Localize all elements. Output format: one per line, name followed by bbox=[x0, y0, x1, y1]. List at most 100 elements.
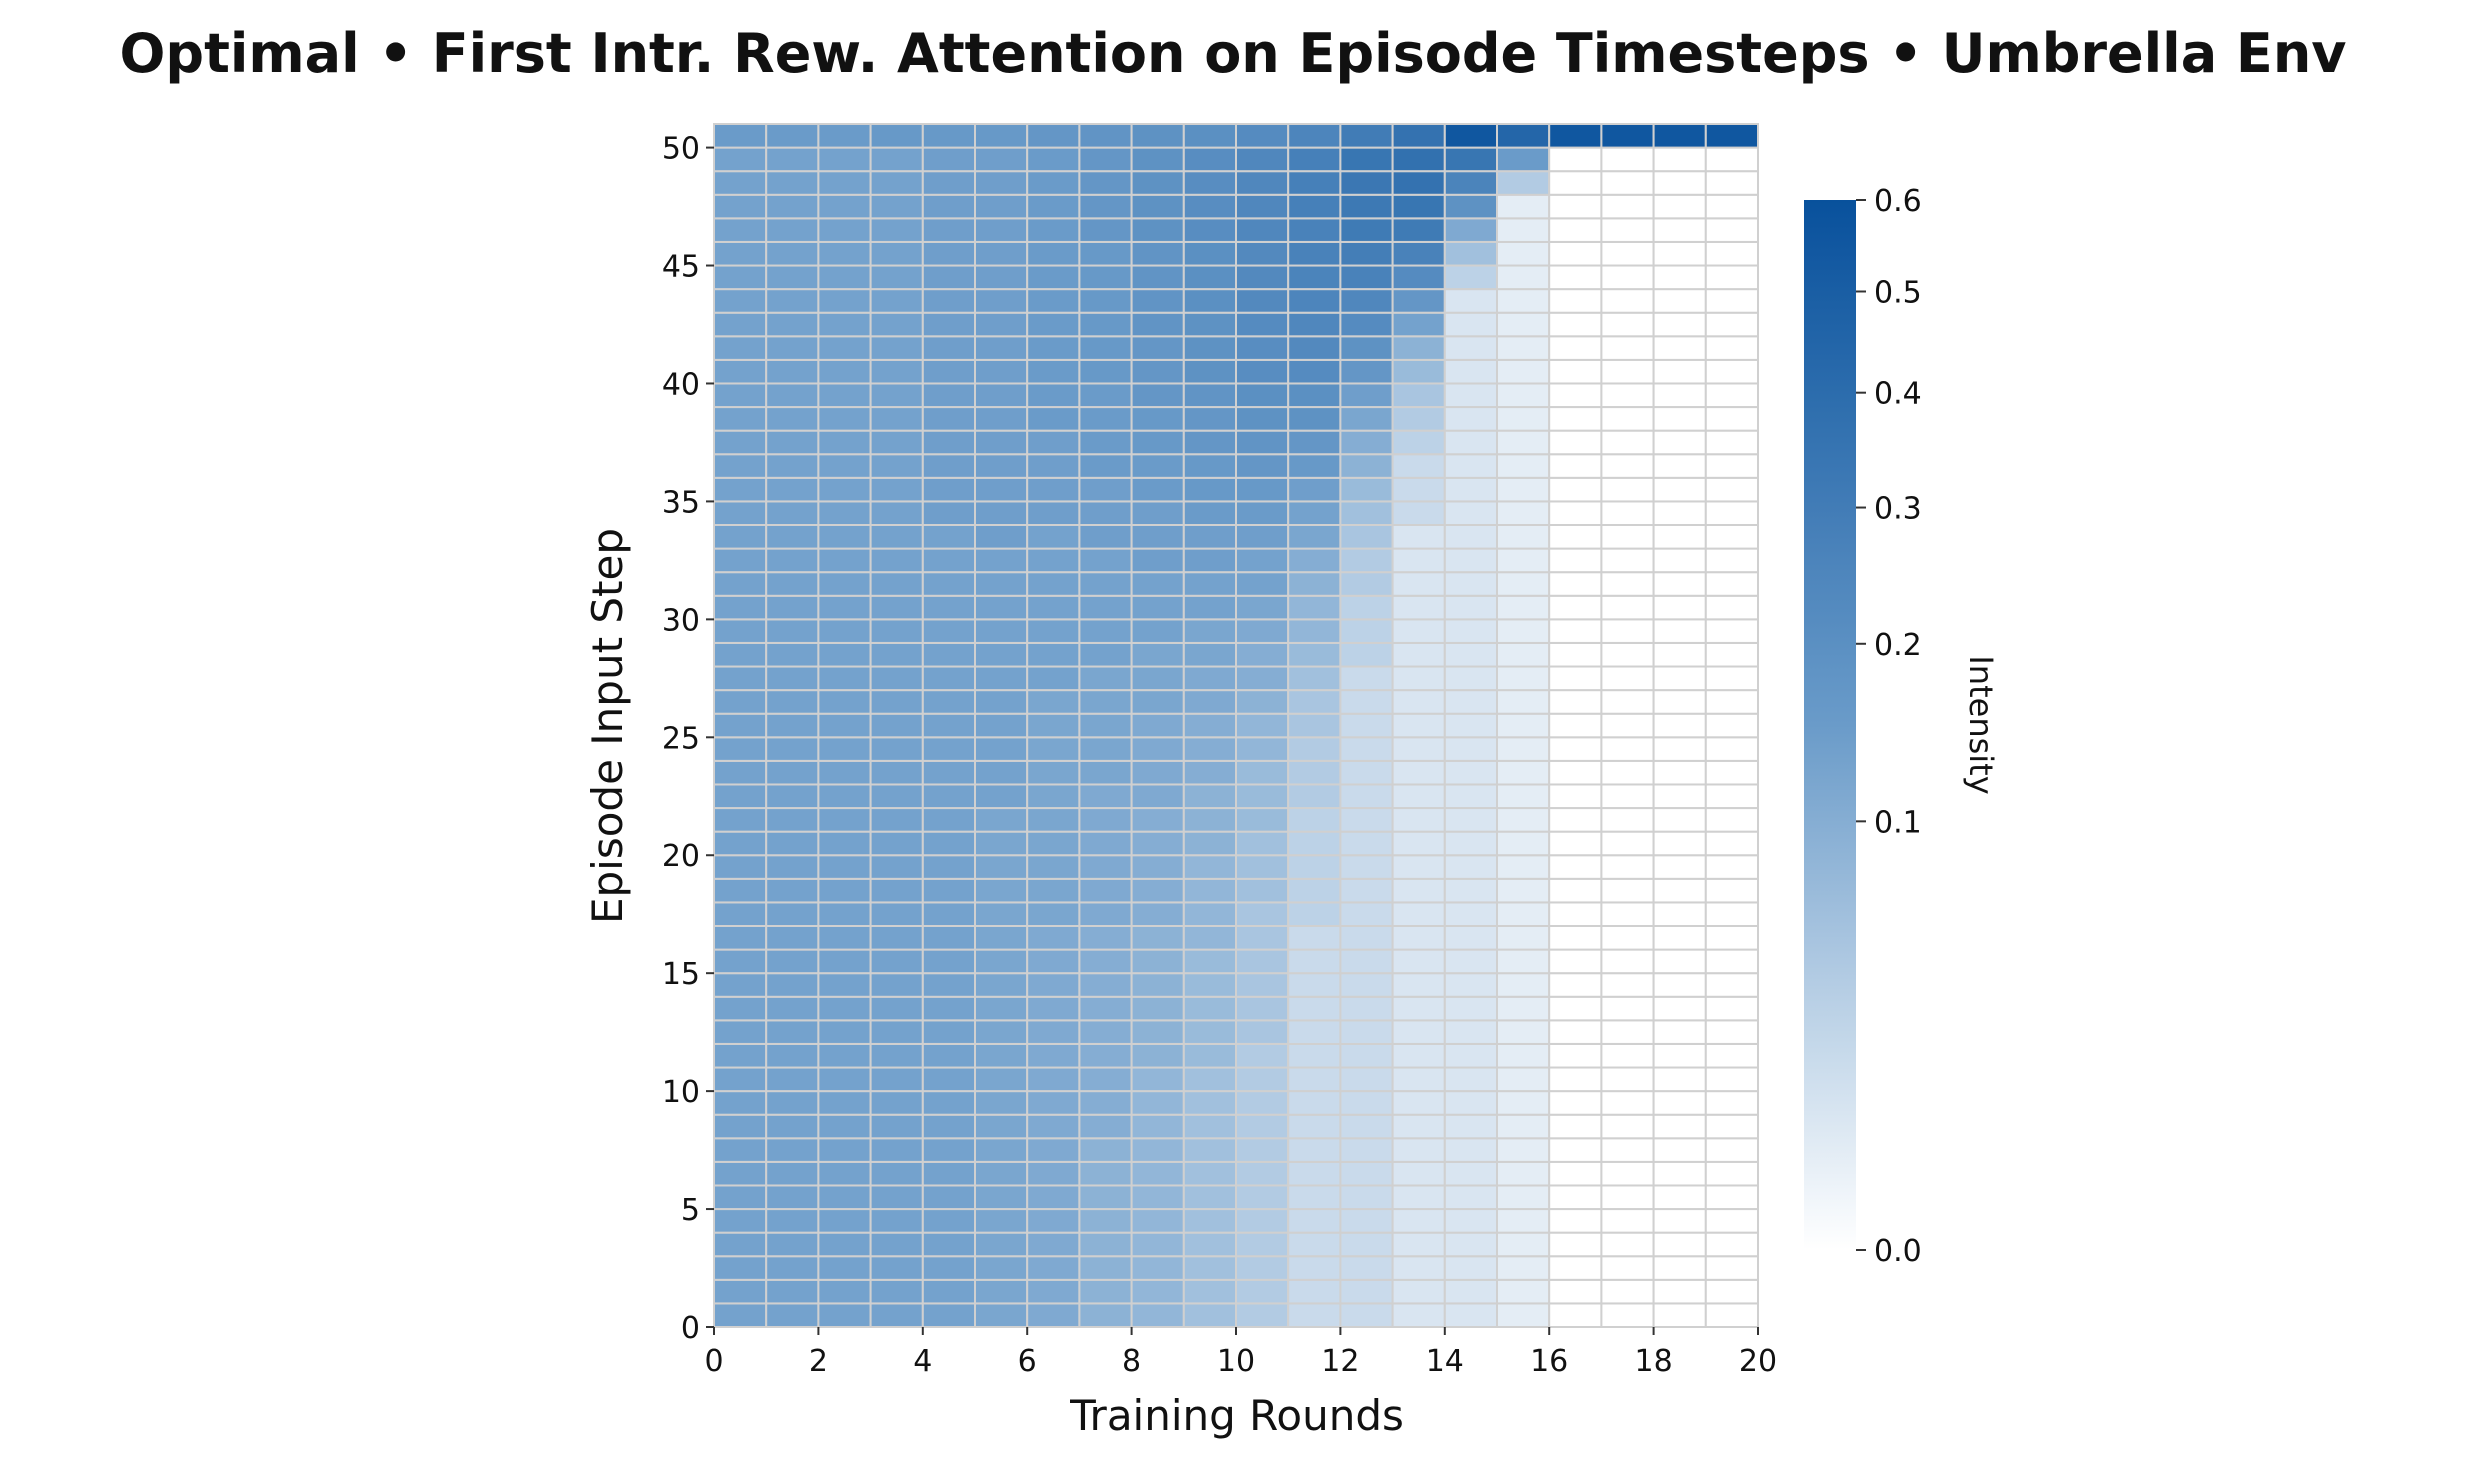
heatmap-cell bbox=[1496, 807, 1551, 833]
y-tick-label: 50 bbox=[662, 132, 700, 167]
heatmap-cell bbox=[1704, 524, 1760, 550]
heatmap-cell bbox=[1548, 1160, 1603, 1187]
heatmap-cell bbox=[1443, 1208, 1499, 1234]
heatmap-cell bbox=[1078, 854, 1133, 880]
heatmap-cell bbox=[1443, 500, 1499, 527]
heatmap-cell bbox=[1600, 665, 1655, 692]
heatmap-cell bbox=[1287, 170, 1342, 196]
heatmap-cell bbox=[1600, 925, 1655, 951]
heatmap-cell bbox=[713, 1042, 768, 1069]
heatmap-cell bbox=[1652, 547, 1707, 574]
heatmap-cell bbox=[713, 877, 768, 904]
heatmap-cell bbox=[1026, 1066, 1081, 1093]
heatmap-cell bbox=[1391, 618, 1446, 644]
heatmap-cell bbox=[1496, 1184, 1551, 1211]
y-axis-ticks: 0 5 10 15 20 25 30 35 40 45 50 bbox=[662, 132, 714, 1346]
heatmap-cell bbox=[1235, 170, 1290, 196]
heatmap-cell bbox=[1548, 736, 1603, 762]
heatmap-cell bbox=[1130, 1278, 1185, 1305]
heatmap-cell bbox=[817, 665, 872, 692]
heatmap-cell bbox=[1026, 665, 1081, 692]
heatmap-cell bbox=[817, 807, 872, 833]
heatmap-cell bbox=[1548, 854, 1603, 880]
heatmap-cell bbox=[1078, 453, 1133, 479]
heatmap-cell bbox=[1235, 358, 1290, 385]
heatmap-cell bbox=[1339, 1090, 1394, 1116]
heatmap-cell bbox=[1078, 240, 1133, 267]
heatmap-cell bbox=[765, 854, 820, 880]
heatmap-cell bbox=[1652, 1255, 1707, 1281]
heatmap-cell bbox=[1182, 1042, 1238, 1069]
heatmap-cell bbox=[765, 311, 820, 338]
heatmap-cell bbox=[1652, 854, 1707, 880]
heatmap-cell bbox=[1026, 594, 1081, 621]
heatmap-cell bbox=[1339, 335, 1394, 361]
heatmap-cell bbox=[713, 1208, 768, 1234]
heatmap-cell bbox=[974, 1066, 1029, 1093]
heatmap-cell bbox=[1235, 594, 1290, 621]
heatmap-cell bbox=[1652, 311, 1707, 338]
heatmap-cell bbox=[1287, 453, 1342, 479]
heatmap-cell bbox=[1600, 1160, 1655, 1187]
heatmap-cell bbox=[1600, 453, 1655, 479]
heatmap-cell bbox=[1391, 170, 1446, 196]
heatmap-cell bbox=[1078, 618, 1133, 644]
heatmap-cell bbox=[1235, 146, 1290, 173]
heatmap-cell bbox=[1026, 689, 1081, 715]
heatmap-cell bbox=[1235, 1019, 1290, 1045]
heatmap-cell bbox=[1339, 1137, 1394, 1163]
heatmap-cell bbox=[1391, 712, 1446, 739]
heatmap-cell bbox=[1182, 995, 1238, 1022]
heatmap-cell bbox=[713, 311, 768, 338]
heatmap-cell bbox=[1235, 571, 1290, 597]
heatmap-cell bbox=[1339, 1278, 1394, 1305]
colorbar-label: Intensity bbox=[1962, 655, 2000, 794]
heatmap-cell bbox=[1078, 1231, 1133, 1258]
heatmap-cell bbox=[1391, 901, 1446, 927]
heatmap-cell bbox=[1600, 1019, 1655, 1045]
heatmap-cell bbox=[1600, 736, 1655, 762]
heatmap-cell bbox=[1496, 877, 1551, 904]
heatmap-cell bbox=[1287, 641, 1342, 668]
heatmap-cell bbox=[765, 453, 820, 479]
heatmap-cell bbox=[765, 665, 820, 692]
heatmap-cell bbox=[1130, 453, 1185, 479]
heatmap-cell bbox=[1600, 594, 1655, 621]
heatmap-cell bbox=[713, 807, 768, 833]
heatmap-cell bbox=[1130, 123, 1185, 149]
heatmap-cell bbox=[1600, 1231, 1655, 1258]
heatmap-cell bbox=[1182, 689, 1238, 715]
heatmap-cell bbox=[1391, 689, 1446, 715]
heatmap-cell bbox=[1130, 311, 1185, 338]
heatmap-cell bbox=[1548, 689, 1603, 715]
heatmap-cell bbox=[1182, 476, 1238, 503]
heatmap-cell bbox=[1652, 1231, 1707, 1258]
heatmap-cell bbox=[1652, 1090, 1707, 1116]
heatmap-cell bbox=[974, 783, 1029, 810]
heatmap-cell bbox=[921, 759, 976, 786]
heatmap-cell bbox=[713, 476, 768, 503]
heatmap-cell bbox=[1496, 571, 1551, 597]
heatmap-cell bbox=[1496, 1208, 1551, 1234]
heatmap-cell bbox=[1026, 1042, 1081, 1069]
heatmap-cell bbox=[1443, 1160, 1499, 1187]
heatmap-cell bbox=[1496, 547, 1551, 574]
heatmap-cell bbox=[817, 736, 872, 762]
heatmap-cell bbox=[1548, 901, 1603, 927]
heatmap-cell bbox=[1704, 1042, 1760, 1069]
heatmap-cell bbox=[1339, 571, 1394, 597]
heatmap-cell bbox=[1600, 288, 1655, 314]
heatmap-cell bbox=[1339, 240, 1394, 267]
heatmap-cell bbox=[1182, 830, 1238, 857]
heatmap-cell bbox=[1443, 689, 1499, 715]
heatmap-cell bbox=[1443, 665, 1499, 692]
heatmap-cell bbox=[1130, 240, 1185, 267]
heatmap-cell bbox=[921, 453, 976, 479]
heatmap-cell bbox=[1078, 1090, 1133, 1116]
heatmap-cell bbox=[1130, 1208, 1185, 1234]
heatmap-cell bbox=[921, 1231, 976, 1258]
heatmap-cell bbox=[1496, 358, 1551, 385]
heatmap-cell bbox=[1078, 925, 1133, 951]
heatmap-cell bbox=[869, 854, 924, 880]
